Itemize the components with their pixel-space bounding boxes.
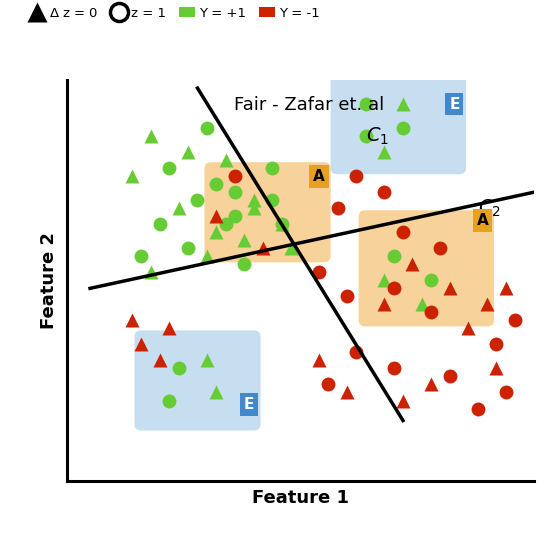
Text: E: E <box>244 397 254 412</box>
Text: $C_1$: $C_1$ <box>366 125 389 147</box>
FancyBboxPatch shape <box>135 331 261 430</box>
Y-axis label: Feature 2: Feature 2 <box>41 232 58 329</box>
X-axis label: Feature 1: Feature 1 <box>252 489 349 507</box>
Text: $C_2$: $C_2$ <box>478 198 500 219</box>
Text: E: E <box>449 97 460 112</box>
Legend: $\Delta$ z = 0, z = 1, Y = +1, Y = -1: $\Delta$ z = 0, z = 1, Y = +1, Y = -1 <box>29 6 320 20</box>
FancyBboxPatch shape <box>205 162 331 262</box>
FancyBboxPatch shape <box>331 74 466 174</box>
Text: A: A <box>313 169 325 184</box>
Text: Fair - Zafar et. al: Fair - Zafar et. al <box>235 96 385 114</box>
FancyBboxPatch shape <box>359 210 494 326</box>
Text: A: A <box>476 213 488 228</box>
